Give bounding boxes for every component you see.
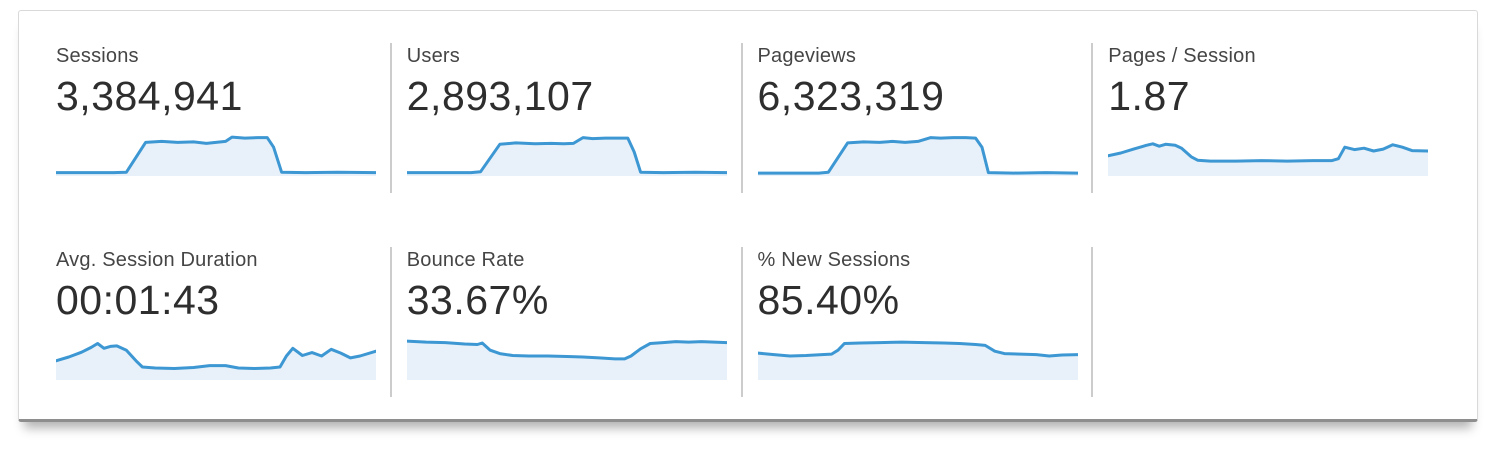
metric-value: 3,384,941	[56, 73, 243, 119]
metric-value: 1.87	[1108, 73, 1191, 119]
metric-label: Avg. Session Duration	[56, 249, 258, 271]
sparkline-chart	[56, 135, 376, 177]
sparkline-chart	[757, 340, 1078, 381]
metric-card-users[interactable]: Users 2,893,107	[389, 43, 758, 195]
metric-value: 85.40%	[757, 277, 900, 323]
sparkline-chart	[56, 342, 376, 381]
metrics-panel: Sessions 3,384,941 Users 2,893,107 Pagev…	[18, 10, 1478, 433]
metric-label: % New Sessions	[757, 249, 911, 271]
metric-label: Pageviews	[757, 45, 857, 67]
sparkline-chart	[406, 136, 727, 177]
metric-card-percent-new-sessions[interactable]: % New Sessions 85.40%	[740, 247, 1109, 399]
metric-label: Sessions	[56, 45, 139, 67]
metric-label: Pages / Session	[1108, 45, 1256, 67]
empty-slot	[1091, 247, 1459, 399]
sparkline-chart	[406, 339, 727, 381]
metric-value: 6,323,319	[757, 73, 945, 119]
sparkline-chart	[757, 136, 1078, 177]
metric-card-sessions[interactable]: Sessions 3,384,941	[56, 45, 407, 195]
metrics-grid: Sessions 3,384,941 Users 2,893,107 Pagev…	[19, 11, 1477, 419]
metric-label: Users	[406, 45, 460, 67]
metric-value: 33.67%	[406, 277, 549, 323]
sparkline-chart	[1108, 142, 1429, 177]
metric-card-avg-session-duration[interactable]: Avg. Session Duration 00:01:43	[56, 249, 407, 399]
metric-card-bounce-rate[interactable]: Bounce Rate 33.67%	[389, 247, 758, 399]
metric-label: Bounce Rate	[406, 249, 525, 271]
metric-card-pageviews[interactable]: Pageviews 6,323,319	[740, 43, 1109, 195]
metric-value: 2,893,107	[406, 73, 594, 119]
metric-value: 00:01:43	[56, 277, 220, 323]
metric-card-pages-per-session[interactable]: Pages / Session 1.87	[1091, 43, 1459, 195]
